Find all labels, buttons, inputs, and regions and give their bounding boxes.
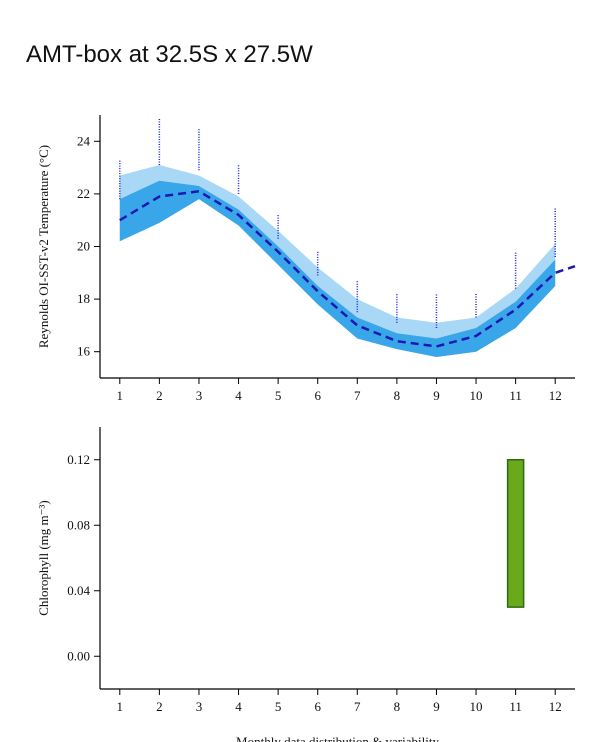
page-title: AMT-box at 32.5S x 27.5W — [26, 41, 313, 68]
x-tick-label: 1 — [117, 388, 124, 403]
x-tick-label: 7 — [354, 388, 361, 403]
x-tick-label: 7 — [354, 699, 361, 714]
y-tick-label: 22 — [77, 186, 90, 201]
x-tick-label: 5 — [275, 699, 282, 714]
y-tick-label: 0.12 — [67, 452, 90, 467]
x-tick-label: 3 — [196, 699, 203, 714]
bar — [506, 459, 525, 608]
x-tick-label: 6 — [314, 699, 321, 714]
x-tick-label: 4 — [235, 699, 242, 714]
y-tick-label: 0.00 — [67, 648, 90, 663]
x-tick-label: 11 — [509, 388, 522, 403]
y-tick-label: 0.04 — [67, 583, 90, 598]
x-tick-label: 12 — [549, 388, 562, 403]
y-tick-label: 24 — [77, 133, 91, 148]
x-tick-label: 10 — [470, 699, 483, 714]
x-tick-label: 4 — [235, 388, 242, 403]
x-tick-label: 6 — [314, 388, 321, 403]
x-axis-label: Monthly data distribution & variability — [236, 734, 439, 742]
y-axis-label: Reynolds OI-SST-v2 Temperature (°C) — [36, 145, 51, 348]
x-tick-label: 9 — [433, 699, 440, 714]
x-tick-label: 8 — [394, 388, 401, 403]
band — [119, 180, 556, 357]
x-tick-label: 8 — [394, 699, 401, 714]
y-tick-label: 0.08 — [67, 517, 90, 532]
x-tick-label: 10 — [470, 388, 483, 403]
y-tick-label: 16 — [77, 344, 91, 359]
x-tick-label: 9 — [433, 388, 440, 403]
x-tick-label: 12 — [549, 699, 562, 714]
y-tick-label: 20 — [77, 239, 90, 254]
x-tick-label: 11 — [509, 699, 522, 714]
x-tick-label: 2 — [156, 388, 163, 403]
y-axis-label: Chlorophyll (mg m⁻³) — [36, 500, 51, 615]
y-tick-label: 18 — [77, 291, 90, 306]
x-tick-label: 1 — [117, 699, 124, 714]
x-tick-label: 3 — [196, 388, 203, 403]
x-tick-label: 5 — [275, 388, 282, 403]
x-tick-label: 2 — [156, 699, 163, 714]
